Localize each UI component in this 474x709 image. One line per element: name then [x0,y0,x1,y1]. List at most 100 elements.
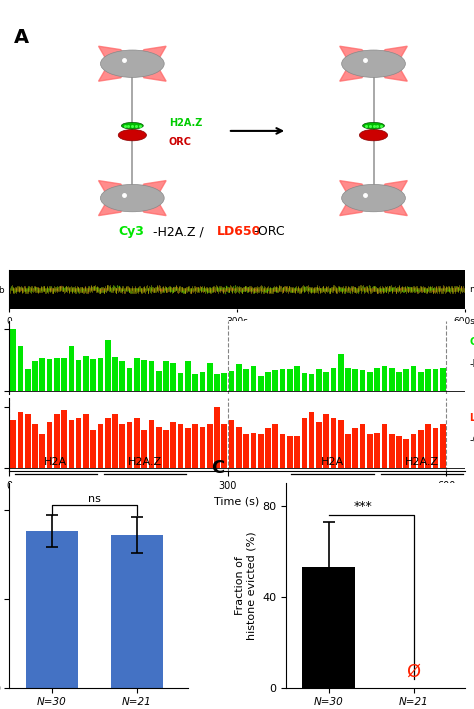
Bar [251,432,256,468]
Polygon shape [374,198,407,216]
Ellipse shape [342,50,405,77]
Bar [207,424,212,468]
Bar [228,420,234,468]
Bar [302,567,355,688]
Polygon shape [99,198,132,216]
Polygon shape [340,64,374,82]
Bar [389,367,394,391]
Bar [98,357,103,391]
Ellipse shape [359,130,388,141]
Bar [46,423,52,468]
Text: -ORC: -ORC [253,225,284,238]
Polygon shape [340,198,374,216]
Text: H2A.Z: H2A.Z [128,457,162,467]
Bar [105,340,110,391]
Polygon shape [340,46,374,64]
Bar [134,358,140,391]
Polygon shape [374,64,407,82]
Bar [69,347,74,391]
Bar [243,435,249,468]
Polygon shape [132,64,166,82]
Bar [163,430,169,468]
Bar [26,531,78,688]
Bar [185,362,191,391]
Bar [127,367,132,391]
Bar [39,435,45,468]
Bar [32,424,38,468]
Bar [98,424,103,468]
Bar [331,418,337,468]
Bar [273,370,278,391]
Polygon shape [132,198,166,216]
Bar [287,369,292,391]
Bar [171,362,176,391]
Bar [76,418,82,468]
Bar [418,372,424,391]
Bar [280,435,285,468]
Bar [433,369,438,391]
Bar [149,420,155,468]
Bar [309,412,314,468]
Bar [200,372,205,391]
Polygon shape [99,64,132,82]
Bar [316,369,322,391]
Bar [338,354,344,391]
Bar [10,329,16,391]
Text: -H2A.Z /: -H2A.Z / [153,225,208,238]
Bar [25,369,30,391]
Bar [156,372,162,391]
Text: Cy3: Cy3 [469,337,474,347]
Bar [127,423,132,468]
Bar [433,428,438,468]
Text: -H2A.Z: -H2A.Z [469,359,474,369]
Polygon shape [340,181,374,198]
Bar [112,414,118,468]
Bar [425,369,431,391]
Bar [316,423,322,468]
Bar [141,360,147,391]
Bar [418,430,424,468]
Bar [228,372,234,391]
Bar [294,366,300,391]
Bar [382,424,387,468]
Bar [76,360,82,391]
Polygon shape [132,181,166,198]
Bar [207,363,212,391]
Bar [425,424,431,468]
Bar [54,414,60,468]
Bar [374,432,380,468]
Bar [367,372,373,391]
Bar [61,358,67,391]
Bar [105,418,110,468]
Bar [18,412,23,468]
Bar [345,367,351,391]
Ellipse shape [342,184,405,212]
Bar [367,435,373,468]
Text: A: A [14,28,29,48]
Polygon shape [374,46,407,64]
Text: H2A.Z: H2A.Z [169,118,202,128]
Bar [46,359,52,391]
Bar [134,418,140,468]
Bar [382,366,387,391]
Ellipse shape [118,130,146,141]
Bar [265,428,271,468]
Bar [396,372,402,391]
Bar [149,362,155,391]
Bar [214,374,220,391]
Text: non-ARS1: non-ARS1 [469,285,474,294]
Bar [163,362,169,391]
Bar [287,436,292,468]
Bar [338,420,344,468]
Bar [200,427,205,468]
Polygon shape [99,46,132,64]
Ellipse shape [100,184,164,212]
Polygon shape [132,46,166,64]
Text: LD650: LD650 [217,225,261,238]
Ellipse shape [363,123,384,129]
Bar [156,427,162,468]
Bar [112,357,118,391]
Bar [301,373,307,391]
Text: C: C [211,459,224,477]
Polygon shape [374,181,407,198]
